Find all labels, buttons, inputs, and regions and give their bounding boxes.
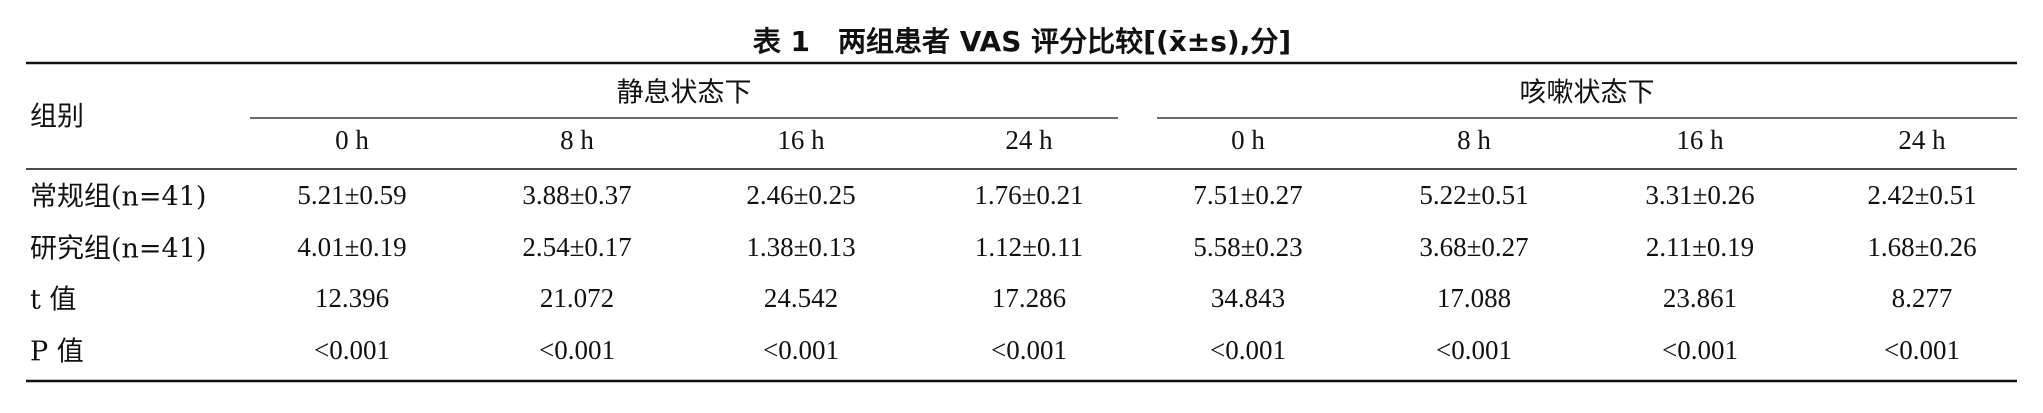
table-cell: <0.001 xyxy=(1884,335,1960,365)
table-cell: <0.001 xyxy=(1436,335,1512,365)
column-header: 8 h xyxy=(1457,125,1491,155)
stub-header: 组别 xyxy=(30,102,84,133)
group-header: 咳嗽状态下 xyxy=(1520,78,1655,109)
column-header: 8 h xyxy=(560,125,594,155)
table-cell: 2.42±0.51 xyxy=(1867,180,1976,210)
table-cell: <0.001 xyxy=(314,335,390,365)
row-label: t 值 xyxy=(30,285,76,316)
row-label: P 值 xyxy=(30,337,84,368)
table-cell: 3.88±0.37 xyxy=(522,180,631,210)
table-cell: 23.861 xyxy=(1663,283,1737,313)
table-cell: <0.001 xyxy=(539,335,615,365)
column-header: 16 h xyxy=(777,125,825,155)
table-cell: <0.001 xyxy=(1210,335,1286,365)
table-cell: 12.396 xyxy=(315,283,389,313)
column-header: 0 h xyxy=(335,125,369,155)
group-header: 静息状态下 xyxy=(617,78,752,109)
table-cell: 5.58±0.23 xyxy=(1193,232,1302,262)
table-cell: 21.072 xyxy=(540,283,614,313)
row-label: 常规组(n=41) xyxy=(30,182,206,213)
table-cell: 3.68±0.27 xyxy=(1419,232,1528,262)
table-cell: 4.01±0.19 xyxy=(297,232,406,262)
table-cell: 8.277 xyxy=(1892,283,1953,313)
column-header: 0 h xyxy=(1231,125,1265,155)
table-cell: 34.843 xyxy=(1211,283,1285,313)
table-cell: 1.76±0.21 xyxy=(974,180,1083,210)
table-cell: 17.286 xyxy=(992,283,1066,313)
table-cell: 1.68±0.26 xyxy=(1867,232,1976,262)
table-cell: 7.51±0.27 xyxy=(1193,180,1302,210)
column-header: 16 h xyxy=(1676,125,1724,155)
table-cell: 5.22±0.51 xyxy=(1419,180,1528,210)
column-header: 24 h xyxy=(1005,125,1053,155)
table-cell: <0.001 xyxy=(1662,335,1738,365)
row-label: 研究组(n=41) xyxy=(30,234,206,265)
table-cell: 2.54±0.17 xyxy=(522,232,631,262)
table-cell: 2.46±0.25 xyxy=(746,180,855,210)
table-cell: <0.001 xyxy=(763,335,839,365)
table-cell: 3.31±0.26 xyxy=(1645,180,1754,210)
table-cell: 2.11±0.19 xyxy=(1646,232,1754,262)
table-cell: 1.38±0.13 xyxy=(746,232,855,262)
table-cell: 1.12±0.11 xyxy=(975,232,1083,262)
column-header: 24 h xyxy=(1898,125,1946,155)
table-cell: 5.21±0.59 xyxy=(297,180,406,210)
table-cell: 17.088 xyxy=(1437,283,1511,313)
table-title: 表 1 两组患者 VAS 评分比较[(x̄±s),分] xyxy=(753,25,1291,58)
table-cell: <0.001 xyxy=(991,335,1067,365)
table-cell: 24.542 xyxy=(764,283,838,313)
